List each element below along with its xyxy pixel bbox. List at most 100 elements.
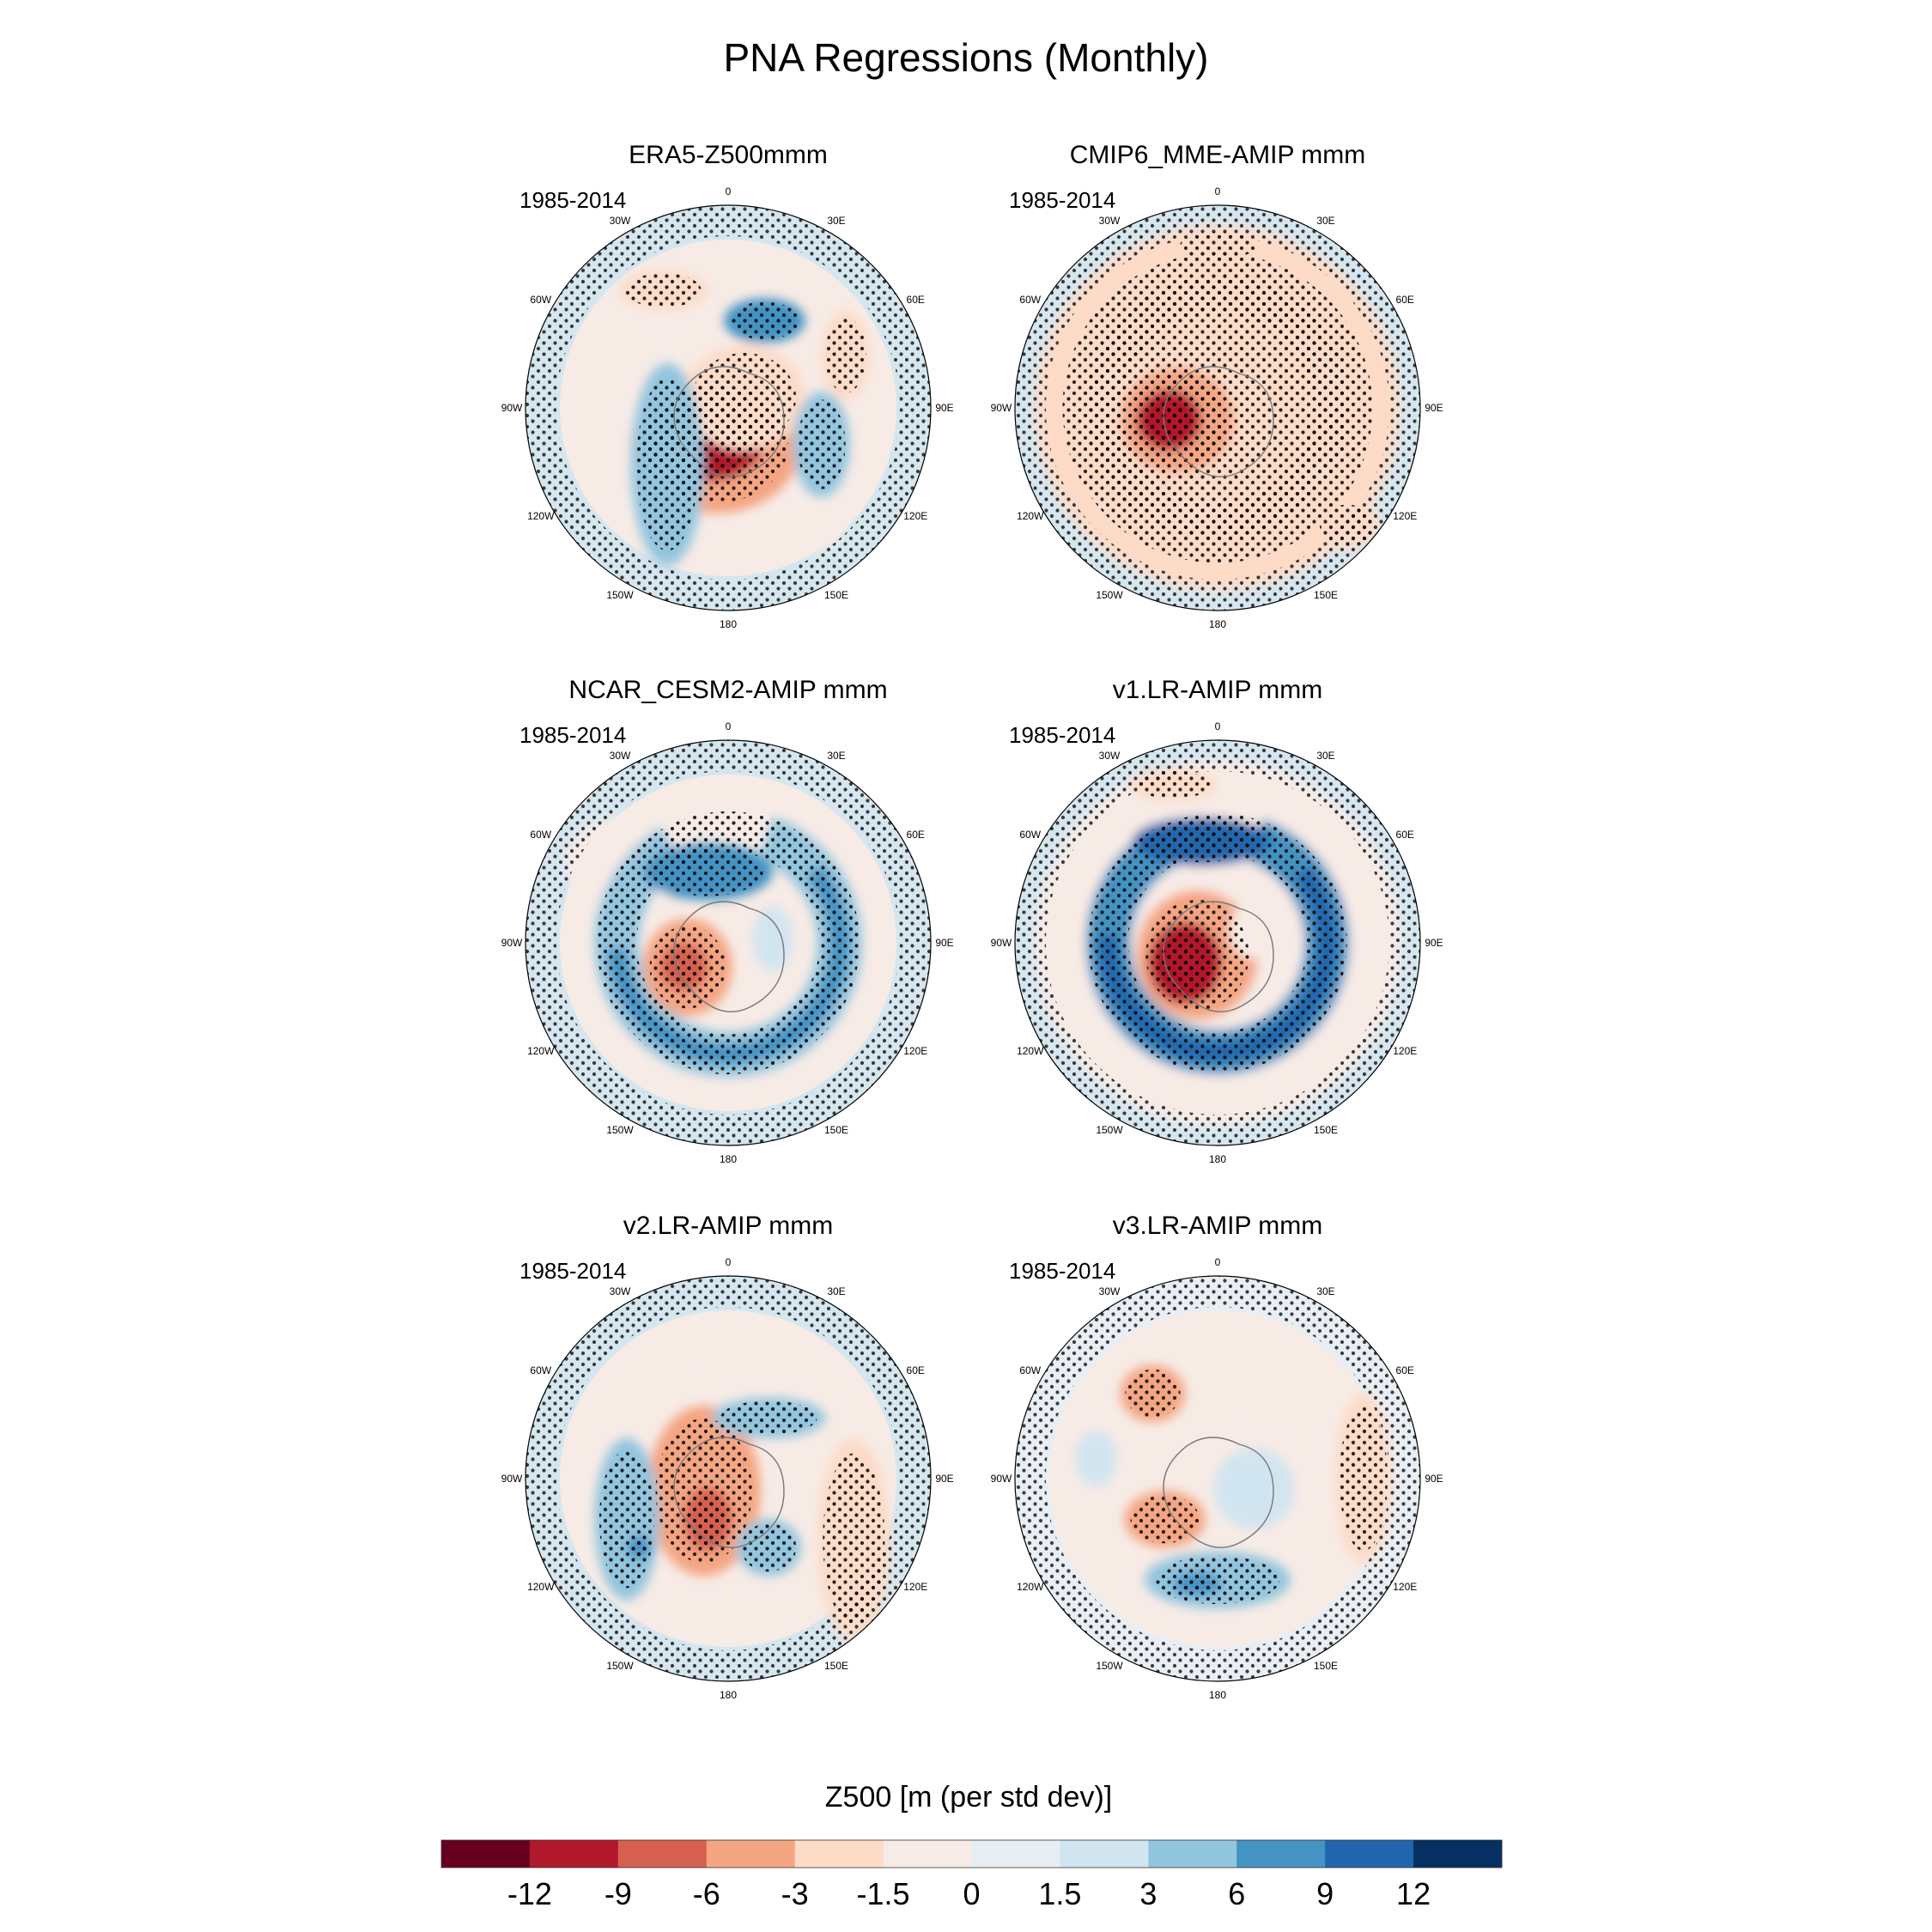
longitude-label: 90W xyxy=(991,402,1012,414)
longitude-label: 180 xyxy=(1209,1153,1226,1165)
longitude-label: 90W xyxy=(501,1473,523,1485)
longitude-label: 120E xyxy=(1393,510,1417,522)
longitude-label: 90E xyxy=(935,1473,953,1485)
map-panel-5: v2.LR-AMIP mmm 1985-2014 0 30E 60E 90E 120E 150… xyxy=(501,1212,954,1701)
longitude-label: 60E xyxy=(907,829,925,841)
colorbar-bin xyxy=(706,1840,796,1868)
colorbar-tick-label: 3 xyxy=(1139,1876,1157,1911)
stipple-area xyxy=(655,1418,752,1564)
stipple-area xyxy=(687,1492,729,1547)
longitude-label: 150W xyxy=(606,1124,634,1136)
colorbar-bin xyxy=(529,1840,619,1868)
panel-period: 1985-2014 xyxy=(519,1258,626,1284)
anomaly-blob xyxy=(1218,1425,1259,1450)
panel-period: 1985-2014 xyxy=(1009,722,1115,748)
colorbar-tick-label: -3 xyxy=(781,1876,809,1911)
colorbar-bin xyxy=(971,1840,1060,1868)
antarctica-coastline xyxy=(1163,901,1274,1013)
longitude-label: 0 xyxy=(726,720,732,732)
longitude-label: 150E xyxy=(1314,589,1338,601)
panel-title: v1.LR-AMIP mmm xyxy=(1113,676,1322,704)
longitude-label: 150E xyxy=(824,1660,848,1672)
colorbar-tick-label: -12 xyxy=(507,1876,552,1911)
stipple-area xyxy=(1142,820,1261,863)
stipple-area xyxy=(1179,232,1256,260)
colorbar-tick-label: 12 xyxy=(1396,1876,1431,1911)
significance-stipple xyxy=(526,1276,931,1681)
longitude-label: 90E xyxy=(935,402,953,414)
significance-stipple xyxy=(1015,205,1420,611)
longitude-label: 60W xyxy=(530,829,551,841)
map-panel-2: CMIP6_MME-AMIP mmm 1985-2014 0 30E 60E 90E 120… xyxy=(991,141,1443,630)
stipple-area xyxy=(663,946,705,988)
colorbar: Z500 [m (per std dev)] -12 -9 -6 -3 -1.5 0 1.5… xyxy=(440,1781,1503,1911)
longitude-label: 90E xyxy=(1425,1473,1443,1485)
colorbar-tick-label: 9 xyxy=(1316,1876,1334,1911)
significance-stipple xyxy=(1015,740,1420,1145)
longitude-label: 150E xyxy=(824,1124,848,1136)
panel-period: 1985-2014 xyxy=(519,722,626,748)
stipple-area xyxy=(598,1449,655,1589)
longitude-label: 60E xyxy=(1396,1364,1414,1376)
longitude-label: 30W xyxy=(610,215,631,227)
stipple-area xyxy=(653,848,763,896)
stipple-area xyxy=(720,1400,817,1436)
panel-title: ERA5-Z500mmm xyxy=(629,141,828,169)
longitude-label: 120E xyxy=(903,1045,927,1057)
longitude-label: 30E xyxy=(827,750,845,762)
antarctica-coastline xyxy=(1163,366,1274,478)
longitude-label: 0 xyxy=(726,185,732,197)
map-field xyxy=(1015,205,1420,611)
map-boundary xyxy=(1014,739,1421,1146)
colorbar-bin xyxy=(1060,1840,1149,1868)
stipple-edge xyxy=(526,740,931,1145)
longitude-label: 180 xyxy=(1209,618,1226,630)
longitude-label: 150E xyxy=(824,589,848,601)
longitude-label: 30E xyxy=(827,1285,845,1297)
stipple-area xyxy=(730,301,799,340)
map-field xyxy=(526,205,931,611)
panel-period: 1985-2014 xyxy=(519,187,626,213)
stipple-area xyxy=(1141,394,1197,447)
longitude-label: 90W xyxy=(501,402,523,414)
colorbar-title: Z500 [m (per std dev)] xyxy=(825,1781,1112,1814)
longitude-label: 120W xyxy=(1017,1045,1044,1057)
longitude-label: 120W xyxy=(527,1045,555,1057)
longitude-label: 30W xyxy=(1099,215,1121,227)
stipple-area xyxy=(1154,928,1217,998)
longitude-label: 120E xyxy=(1393,1581,1417,1593)
anomaly-blob xyxy=(1258,1340,1323,1422)
longitude-label: 60E xyxy=(907,294,925,306)
colorbar-bin xyxy=(1236,1840,1326,1868)
longitude-label: 150E xyxy=(1314,1124,1338,1136)
antarctica-coastline xyxy=(673,901,785,1013)
longitude-label: 90W xyxy=(991,1473,1012,1485)
stipple-edge xyxy=(1015,740,1420,1145)
longitude-label: 60W xyxy=(530,1364,551,1376)
map-field xyxy=(1015,740,1420,1145)
longitude-label: 60E xyxy=(1396,294,1414,306)
map-boundary xyxy=(1014,204,1421,611)
longitude-label: 150W xyxy=(1096,1124,1123,1136)
longitude-label: 60W xyxy=(1019,829,1041,841)
longitude-label: 180 xyxy=(720,1153,737,1165)
antarctica-coastline xyxy=(673,366,785,478)
anomaly-blob xyxy=(691,1333,814,1374)
longitude-label: 30W xyxy=(610,1285,631,1297)
map-boundary xyxy=(525,739,932,1146)
map-boundary xyxy=(525,204,932,611)
colorbar-tick-label: -1.5 xyxy=(857,1876,910,1911)
panel-title: NCAR_CESM2-AMIP mmm xyxy=(568,676,887,704)
stipple-area xyxy=(1176,1573,1218,1595)
colorbar-bin xyxy=(441,1840,531,1868)
longitude-label: 180 xyxy=(720,1689,737,1701)
antarctica-coastline xyxy=(1163,1437,1274,1549)
panel-period: 1985-2014 xyxy=(1009,1258,1115,1284)
colorbar-bin xyxy=(794,1840,884,1868)
longitude-label: 60W xyxy=(1019,294,1041,306)
longitude-label: 30W xyxy=(1099,1285,1121,1297)
colorbar-frame xyxy=(440,1839,1503,1868)
stipple-area xyxy=(1130,1495,1200,1544)
